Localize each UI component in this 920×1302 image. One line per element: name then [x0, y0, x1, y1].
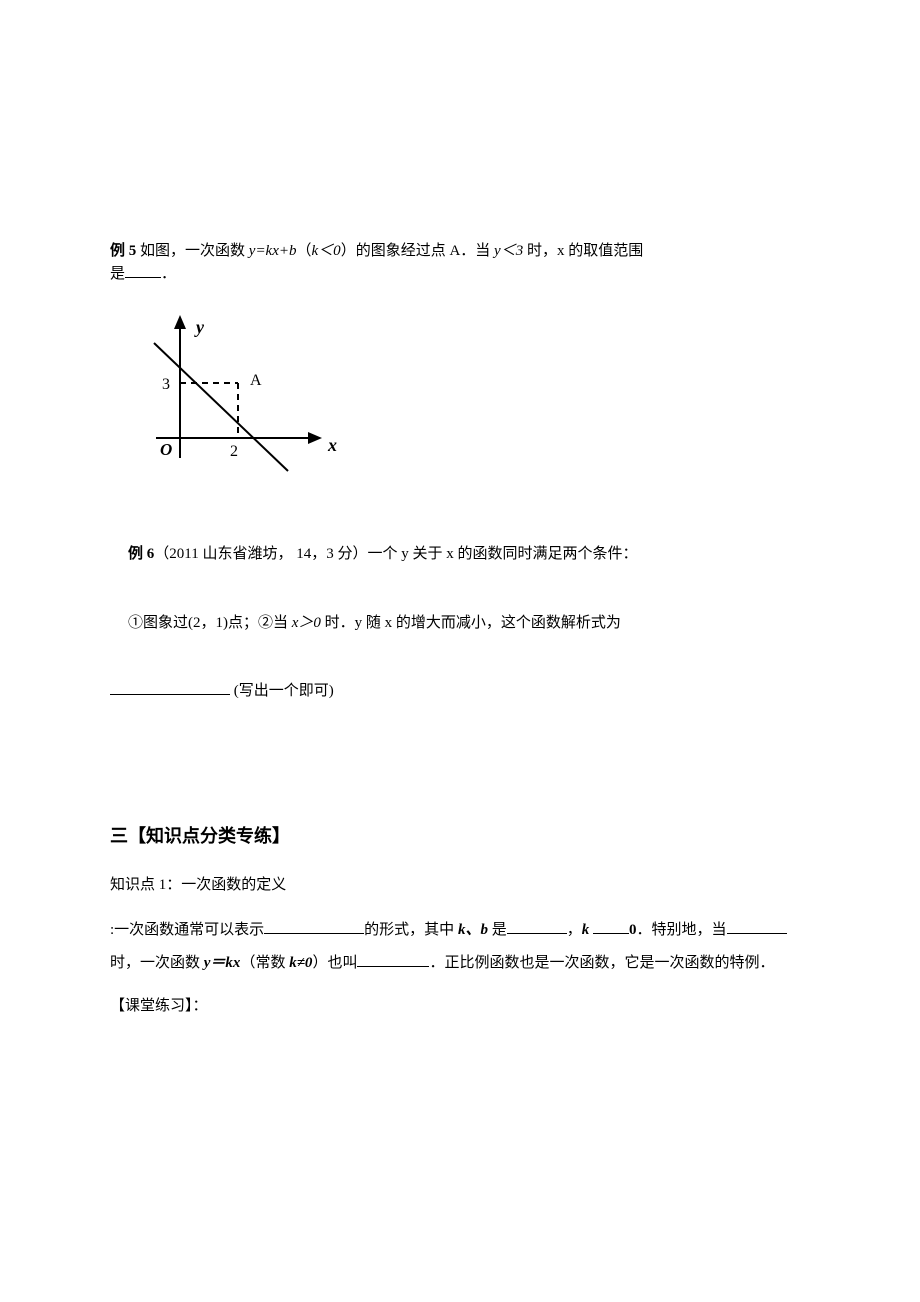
example-5-graph: y x O 3 2 A: [130, 313, 810, 483]
label-y: y: [194, 317, 205, 337]
example-5-ycond: y＜3: [494, 243, 527, 259]
classroom-practice-label: 【课堂练习】：: [110, 995, 810, 1018]
kp1-ykx: y＝kx: [204, 955, 241, 971]
graph-svg: y x O 3 2 A: [130, 313, 340, 483]
example-5-paragraph: 例 5 如图，一次函数 y=kx+b（k＜0）的图象经过点 A．当 y＜3 时，…: [110, 240, 810, 285]
example-6-line1: 例 6（2011 山东省潍坊， 14，3 分）一个 y 关于 x 的函数同时满足…: [128, 543, 810, 566]
kp1-paren-end: ）也叫: [312, 955, 357, 971]
example-5-period: ．: [161, 266, 176, 282]
document-page: 例 5 如图，一次函数 y=kx+b（k＜0）的图象经过点 A．当 y＜3 时，…: [0, 0, 920, 1302]
example-6-xcond: x＞0: [292, 615, 325, 631]
kp1-comma: ，: [567, 922, 582, 938]
kp1-k: k: [582, 922, 593, 938]
label-origin: O: [160, 440, 172, 459]
example-5-line2: 是: [110, 266, 125, 282]
kp1-paren-const: （常数: [240, 955, 289, 971]
label-2: 2: [230, 443, 238, 460]
example-6-blank: [110, 680, 230, 695]
label-A: A: [250, 372, 262, 389]
kp1-body-d: ．特别地，当: [636, 922, 726, 938]
example-5-paren-close: ）的图象经过点 A．当: [341, 243, 494, 259]
kp1-body-e: 时，一次函数: [110, 955, 204, 971]
kp1-blank-4: [727, 919, 787, 934]
example-5-text-a: 如图，一次函数: [140, 243, 249, 259]
example-5-blank: [125, 263, 161, 278]
example-5-text-b: 时，x 的取值范围: [527, 243, 643, 259]
kp1-body-c: 是: [492, 922, 507, 938]
y-axis-arrow: [174, 315, 186, 329]
kp1-body-f: ．正比例函数也是一次函数，它是一次函数的特例．: [429, 955, 774, 971]
example-5-paren-open: （: [297, 243, 312, 259]
example-6-line3: (写出一个即可): [110, 680, 810, 703]
example-6-line2a: ①图象过(2，1)点；②当: [128, 615, 292, 631]
example-5-label: 例 5: [110, 243, 140, 259]
example-6-line2b: 时．y 随 x 的增大而减小，这个函数解析式为: [325, 615, 621, 631]
example-6-line2: ①图象过(2，1)点；②当 x＞0 时．y 随 x 的增大而减小，这个函数解析式…: [128, 612, 810, 635]
kp1-body-a: :一次函数通常可以表示: [110, 922, 264, 938]
function-line: [154, 343, 288, 471]
label-3: 3: [162, 376, 170, 393]
section-3-heading: 三【知识点分类专练】: [110, 823, 810, 850]
kp1-blank-3: [593, 919, 629, 934]
kp1-kb: k、b: [458, 922, 492, 938]
example-5-formula: y=kx+b: [249, 243, 297, 259]
example-6-label: 例 6: [128, 546, 154, 562]
kp1-blank-1: [264, 919, 364, 934]
label-x: x: [327, 435, 337, 455]
knowledge-point-1-body: :一次函数通常可以表示的形式，其中 k、b 是，k 0．特别地，当时，一次函数 …: [110, 914, 810, 980]
example-6-line3-text: (写出一个即可): [230, 683, 334, 699]
kp1-blank-5: [357, 952, 429, 967]
example-5-kcond: k＜0: [312, 243, 341, 259]
knowledge-point-1-title: 知识点 1：一次函数的定义: [110, 874, 810, 897]
x-axis-arrow: [308, 432, 322, 444]
kp1-body-b: 的形式，其中: [364, 922, 458, 938]
example-6-paren: （2011 山东省潍坊， 14，3 分）一个 y 关于 x 的函数同时满足两个条…: [154, 546, 637, 562]
kp1-blank-2: [507, 919, 567, 934]
kp1-kne0: k≠0: [289, 955, 312, 971]
